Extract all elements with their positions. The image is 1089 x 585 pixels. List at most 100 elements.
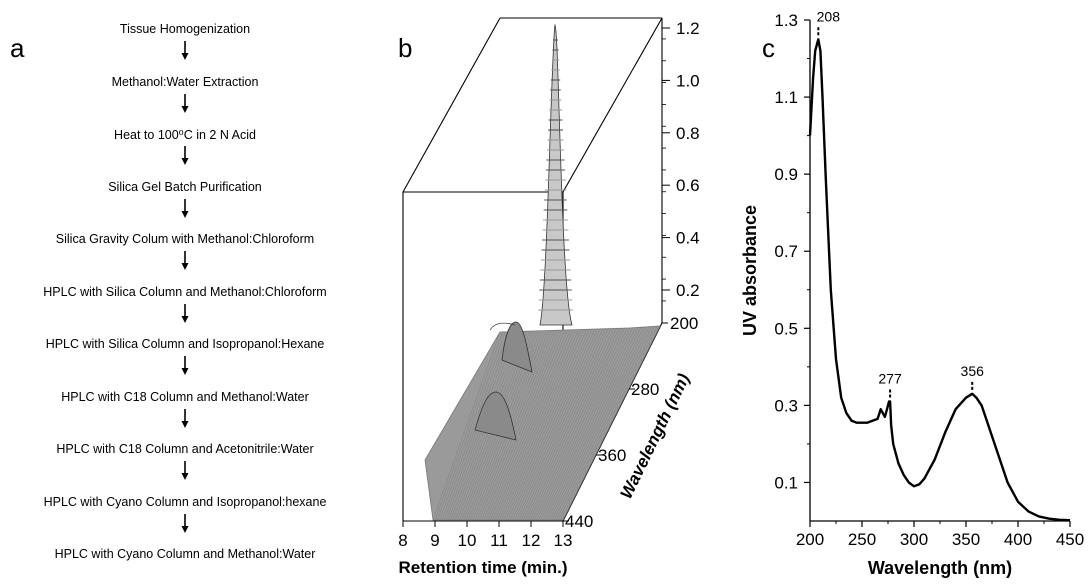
- mesh-line: [507, 328, 593, 521]
- flow-step: HPLC with C18 Column and Acetonitrile:Wa…: [56, 442, 314, 456]
- y-tick-label: 0.7: [774, 242, 798, 261]
- peak-277: [501, 321, 533, 373]
- mesh-line: [531, 327, 623, 521]
- panel-b-3d-chart: b 0.2 0.4 0.6 0.8 1.0 1.2 200 280 360 440 Waveleng…: [370, 0, 720, 580]
- frame-edge: [562, 17, 663, 193]
- mesh-line: [512, 328, 598, 521]
- mesh-line: [509, 328, 596, 521]
- down-arrow-icon: [181, 93, 189, 113]
- mesh-line: [483, 329, 563, 521]
- mesh-line: [525, 327, 615, 521]
- wavelength-tick-label: 440: [565, 512, 593, 531]
- peak-label: 208: [817, 8, 841, 24]
- mesh-line: [540, 326, 634, 521]
- mesh-line: [549, 326, 644, 521]
- mesh-line: [553, 326, 650, 521]
- x-tick-label: 13: [554, 531, 573, 550]
- wavelength-tick-label: 280: [631, 380, 659, 399]
- panel-a-letter: a: [10, 33, 25, 63]
- mesh-line: [547, 326, 642, 521]
- y-tick-label: 1.1: [774, 88, 798, 107]
- flow-step: HPLC with Silica Column and Methanol:Chl…: [43, 284, 327, 299]
- mesh-line: [487, 329, 569, 521]
- panel-c-letter: c: [762, 33, 775, 63]
- down-arrow-icon: [181, 356, 189, 375]
- peak-356: [474, 391, 517, 441]
- mesh-line: [474, 329, 552, 521]
- x-tick-label: 400: [1004, 530, 1032, 549]
- mesh-line: [562, 325, 661, 521]
- y-tick-label: 1.3: [774, 11, 798, 30]
- mesh-line: [536, 327, 628, 521]
- mesh-line: [542, 326, 636, 521]
- mesh-line: [490, 329, 571, 521]
- x-tick-label: 9: [430, 531, 439, 550]
- main-peak: [538, 23, 573, 326]
- mesh-line: [476, 329, 555, 521]
- mesh-line: [505, 328, 590, 521]
- mesh-line: [516, 328, 604, 521]
- ridge-line: [489, 322, 516, 331]
- down-arrow-icon: [181, 513, 189, 533]
- mesh-line: [432, 331, 501, 521]
- mesh-line: [434, 331, 503, 521]
- mesh-line: [558, 326, 655, 521]
- x-tick-label: 8: [398, 531, 407, 550]
- mesh-line: [518, 327, 606, 521]
- mesh-line: [437, 331, 506, 521]
- 3d-chromatogram-svg: 0.20.40.60.81.01.2200280360440Wavelength…: [398, 17, 700, 577]
- down-arrow-icon: [181, 303, 189, 323]
- x-axis-label: Wavelength (nm): [868, 558, 1012, 578]
- z-tick-label: 0.8: [676, 124, 700, 143]
- mesh-line: [514, 328, 601, 521]
- flow-step: Heat to 100⁰C in 2 N Acid: [114, 128, 256, 142]
- down-arrow-icon: [181, 146, 189, 165]
- frame-edge: [402, 17, 501, 193]
- flow-step: HPLC with Cyano Column and Methanol:Wate…: [54, 547, 316, 561]
- z-tick-label: 0.6: [676, 176, 700, 195]
- flow-step: Methanol:Water Extraction: [111, 74, 259, 89]
- down-arrow-icon: [181, 251, 189, 270]
- uv-spectrum-svg: 0.1 0.3 0.5 0.7 0.9 1.1 1.3 200 250 300 350 400 450 W…: [740, 8, 1084, 578]
- mesh-line: [485, 329, 566, 521]
- mesh-line: [527, 327, 617, 521]
- flow-step: HPLC with Cyano Column and Isopropanol:h…: [43, 494, 327, 509]
- mesh-line: [534, 327, 625, 521]
- x-tick-label: 300: [900, 530, 928, 549]
- z-tick-label: 0.4: [676, 229, 700, 248]
- mesh-line: [494, 329, 577, 521]
- flow-step: Silica Gravity Colum with Methanol:Chlor…: [55, 232, 315, 246]
- mesh-line: [479, 329, 558, 521]
- peak-label: 356: [961, 363, 985, 379]
- z-tick-label: 0.2: [676, 281, 700, 300]
- mesh-line: [498, 328, 582, 521]
- mesh-line: [492, 329, 574, 521]
- mesh-line: [545, 326, 639, 521]
- mesh-line: [551, 326, 647, 521]
- y-tick-label: 0.9: [774, 165, 798, 184]
- y-axis-label: UV absorbance: [740, 205, 760, 336]
- z-tick-label: 1.2: [676, 19, 700, 38]
- down-arrow-icon: [181, 408, 189, 428]
- down-arrow-icon: [181, 41, 189, 60]
- x-tick-label: 350: [952, 530, 980, 549]
- x-tick-label: 11: [490, 531, 508, 550]
- y-tick-label: 0.1: [774, 473, 798, 492]
- mesh-line: [529, 327, 620, 521]
- y-tick-label: 0.5: [774, 319, 798, 338]
- x-tick-label: 12: [522, 531, 541, 550]
- down-arrow-icon: [181, 198, 189, 218]
- mesh-line: [439, 331, 509, 521]
- panel-a-flowchart: a Tissue Homogenization Methanol:Water Ex…: [0, 0, 370, 580]
- flow-step: HPLC with Silica Column and Isopropanol:…: [45, 337, 325, 351]
- x-tick-label: 450: [1056, 530, 1084, 549]
- mesh-line: [496, 328, 579, 521]
- spectrum-line: [808, 38, 1071, 522]
- mesh-line: [501, 328, 585, 521]
- x-axis-label: Retention time (min.): [398, 558, 567, 577]
- mesh-line: [523, 327, 612, 521]
- mesh-line: [560, 325, 658, 521]
- x-tick-label: 200: [796, 530, 824, 549]
- x-tick-label: 10: [458, 531, 477, 550]
- peak-label: 277: [878, 371, 902, 387]
